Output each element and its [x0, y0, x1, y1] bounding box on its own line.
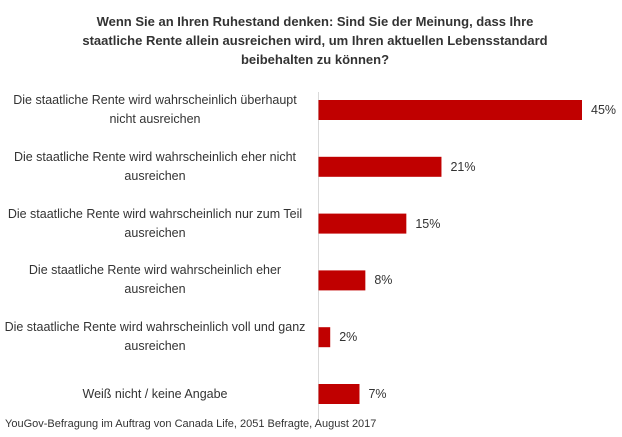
category-label: Die staatliche Rente wird wahrscheinlich…	[7, 206, 303, 240]
category-label: Die staatliche Rente wird wahrscheinlich…	[28, 263, 282, 297]
source-note: YouGov-Befragung im Auftrag von Canada L…	[5, 418, 377, 430]
bar	[318, 156, 442, 177]
category-label: Die staatliche Rente wird wahrscheinlich…	[13, 93, 297, 126]
bar	[318, 100, 582, 120]
bar	[318, 327, 331, 348]
bar	[318, 270, 366, 291]
value-label: 21%	[450, 159, 476, 174]
category-label: Die staatliche Rente wird wahrscheinlich…	[13, 149, 297, 183]
value-label: 7%	[368, 387, 387, 401]
bar	[318, 384, 360, 404]
value-label: 8%	[374, 273, 393, 288]
value-label: 2%	[339, 330, 358, 345]
chart-title: Wenn Sie an Ihren Ruhestand denken: Sind…	[82, 14, 548, 67]
value-label: 45%	[591, 103, 617, 117]
bar	[318, 213, 407, 234]
value-label: 15%	[415, 216, 441, 231]
category-label: Weiß nicht / keine Angabe	[82, 386, 228, 401]
category-label: Die staatliche Rente wird wahrscheinlich…	[4, 320, 306, 354]
